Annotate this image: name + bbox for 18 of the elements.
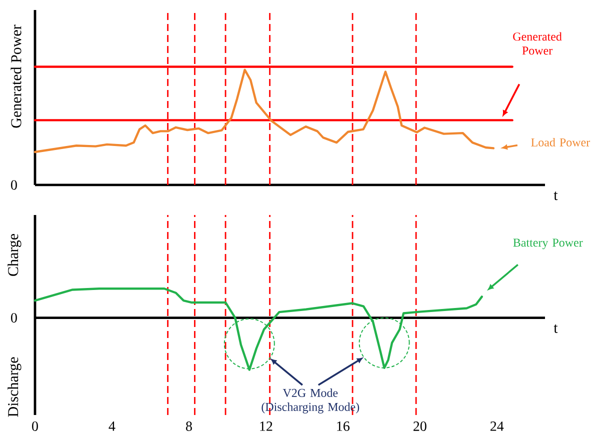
text: V2G Mode (Discharging Mode) [262,388,360,414]
x-tick-label: 20 [414,422,426,431]
text: Generated Power [513,32,562,55]
x-tick-label: 12 [260,422,272,431]
x-tick-label: 16 [337,422,350,431]
text: Discharge [8,357,22,417]
x-axis-title: t [554,192,558,200]
x-tick-label: 0 [32,422,38,431]
y-axis-title: Generated Power [10,24,22,128]
y-axis-title: Charge [8,234,22,276]
x-axis-title: t [554,324,558,333]
legend-label: Load Power [531,138,590,146]
x-tick-label: 8 [186,422,192,431]
x-tick-label: 4 [108,422,116,431]
text: 0 [11,313,17,323]
text: Battery Power [513,238,583,250]
x-tick-label: 24 [490,422,504,431]
text: 0 [11,180,17,190]
